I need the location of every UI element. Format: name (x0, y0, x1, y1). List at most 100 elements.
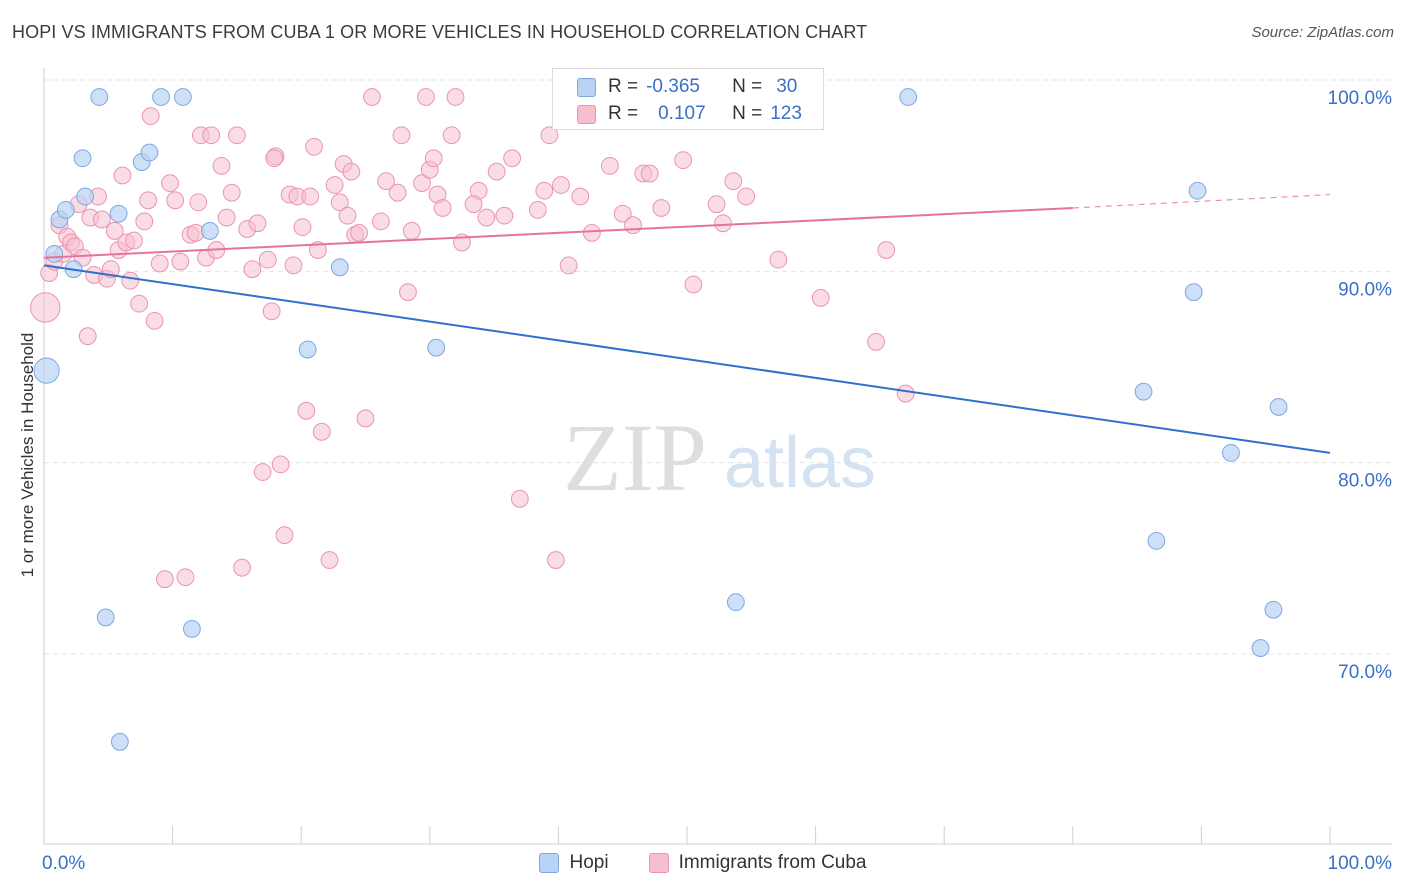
hopi-point-7 (90, 88, 109, 106)
cuba-point-41 (217, 208, 236, 227)
y-tick-label-0: 100.0% (1328, 88, 1393, 109)
cuba-point-38 (202, 126, 221, 145)
cuba-point-32 (171, 252, 190, 271)
cuba-point-23 (130, 294, 149, 313)
cuba-point-33 (176, 568, 195, 587)
cuba-point-84 (442, 126, 461, 145)
cuba-point-71 (356, 409, 375, 428)
y-tick-label-3: 70.0% (1338, 662, 1392, 683)
cuba-point-50 (262, 302, 281, 321)
x-tick-label-0: 0.0% (42, 853, 85, 874)
hopi-point-10 (110, 732, 129, 751)
cuba-point-93 (528, 200, 547, 219)
cuba-point-116 (867, 333, 885, 351)
cuba-point-75 (392, 126, 411, 145)
watermark-zip: ZIP (563, 404, 707, 511)
y-tick-label-1: 90.0% (1338, 279, 1392, 300)
cuba-point-21 (121, 271, 140, 290)
cuba-point-24 (135, 212, 154, 231)
stats-row-hopi: R = -0.365 N = 30 (577, 73, 797, 101)
legend-label-cuba: Immigrants from Cuba (678, 852, 867, 873)
cuba-point-103 (624, 216, 642, 235)
legend-swatch-hopi (539, 853, 560, 873)
cuba-point-81 (424, 149, 443, 168)
cuba-point-58 (297, 401, 316, 420)
cuba-point-68 (342, 162, 361, 181)
y-tick-label-2: 80.0% (1338, 471, 1392, 492)
cuba-point-117 (877, 241, 896, 259)
cuba-point-55 (284, 256, 303, 275)
cuba-point-99 (571, 187, 590, 206)
cuba-point-47 (248, 214, 267, 233)
cuba-point-19 (113, 166, 132, 185)
cuba-point-40 (212, 156, 231, 175)
cuba-point-43 (228, 126, 246, 145)
cuba-point-73 (372, 212, 390, 231)
cuba-point-60 (305, 137, 323, 156)
cuba-point-29 (155, 570, 174, 589)
cuba-point-74 (388, 183, 407, 202)
legend-swatch-cuba (648, 853, 669, 873)
cuba-point-119 (265, 149, 284, 168)
cuba-point-64 (325, 176, 344, 194)
cuba-point-95 (540, 126, 559, 145)
hopi-point-25 (1222, 443, 1240, 462)
cuba-point-118 (896, 384, 915, 403)
cuba-point-61 (309, 241, 327, 259)
hopi-point-29 (726, 593, 745, 612)
tick-labels: 100.0% 90.0% 80.0% 70.0% 0.0% 100.0% (42, 88, 1392, 874)
cuba-point-67 (338, 206, 357, 225)
cuba-point-100 (582, 223, 601, 242)
watermark-atlas: atlas (724, 423, 876, 503)
watermark: ZIP atlas (563, 404, 876, 511)
cuba-point-52 (271, 455, 290, 474)
chart-title: HOPI VS IMMIGRANTS FROM CUBA 1 OR MORE V… (12, 22, 868, 42)
cuba-point-96 (546, 551, 565, 569)
cuba-point-46 (243, 260, 262, 279)
cuba-point-26 (141, 107, 160, 126)
trend-lines (43, 193, 1331, 454)
cuba-point-59 (301, 187, 320, 206)
cuba-n-value: 123 (770, 103, 802, 124)
cuba-point-105 (640, 164, 659, 183)
hopi-r-label: R = (608, 76, 639, 97)
hopi-stat-swatch (577, 77, 596, 97)
axes (43, 68, 1392, 845)
cuba-point-57 (293, 218, 312, 237)
cuba-r-value: 0.107 (658, 103, 706, 124)
cuba-trend-extension (1072, 193, 1331, 209)
cuba-point-0 (30, 292, 61, 323)
legend-label-hopi: Hopi (569, 852, 609, 873)
cuba-point-109 (707, 195, 726, 214)
cuba-point-102 (613, 204, 632, 223)
cuba-point-16 (101, 260, 120, 279)
cuba-point-79 (417, 88, 435, 106)
cuba-point-17 (105, 222, 124, 240)
hopi-point-9 (109, 204, 128, 223)
hopi-point-6 (76, 187, 95, 206)
legend-item-hopi[interactable]: Hopi (539, 852, 609, 874)
cuba-n-label: N = (732, 103, 763, 124)
legend-item-cuba[interactable]: Immigrants from Cuba (648, 852, 867, 874)
hopi-point-24 (1188, 181, 1207, 200)
cuba-point-110 (714, 214, 732, 233)
cuba-point-111 (724, 172, 743, 191)
cuba-point-22 (125, 231, 143, 250)
cuba-point-76 (399, 283, 417, 302)
hopi-point-12 (140, 143, 159, 162)
cuba-point-63 (320, 551, 339, 569)
hopi-point-28 (1269, 398, 1288, 416)
cuba-trend-line (43, 206, 1073, 259)
cuba-point-89 (487, 162, 506, 181)
cuba-point-62 (312, 422, 331, 441)
hopi-n-value: 30 (776, 76, 798, 97)
cuba-point-115 (811, 289, 830, 307)
cuba-point-91 (503, 149, 522, 168)
hopi-n-label: N = (732, 76, 763, 97)
cuba-point-44 (233, 558, 251, 577)
cuba-point-122 (189, 193, 208, 212)
cuba-point-120 (377, 172, 395, 191)
cuba-point-101 (600, 156, 619, 175)
hopi-point-21 (1134, 382, 1153, 401)
